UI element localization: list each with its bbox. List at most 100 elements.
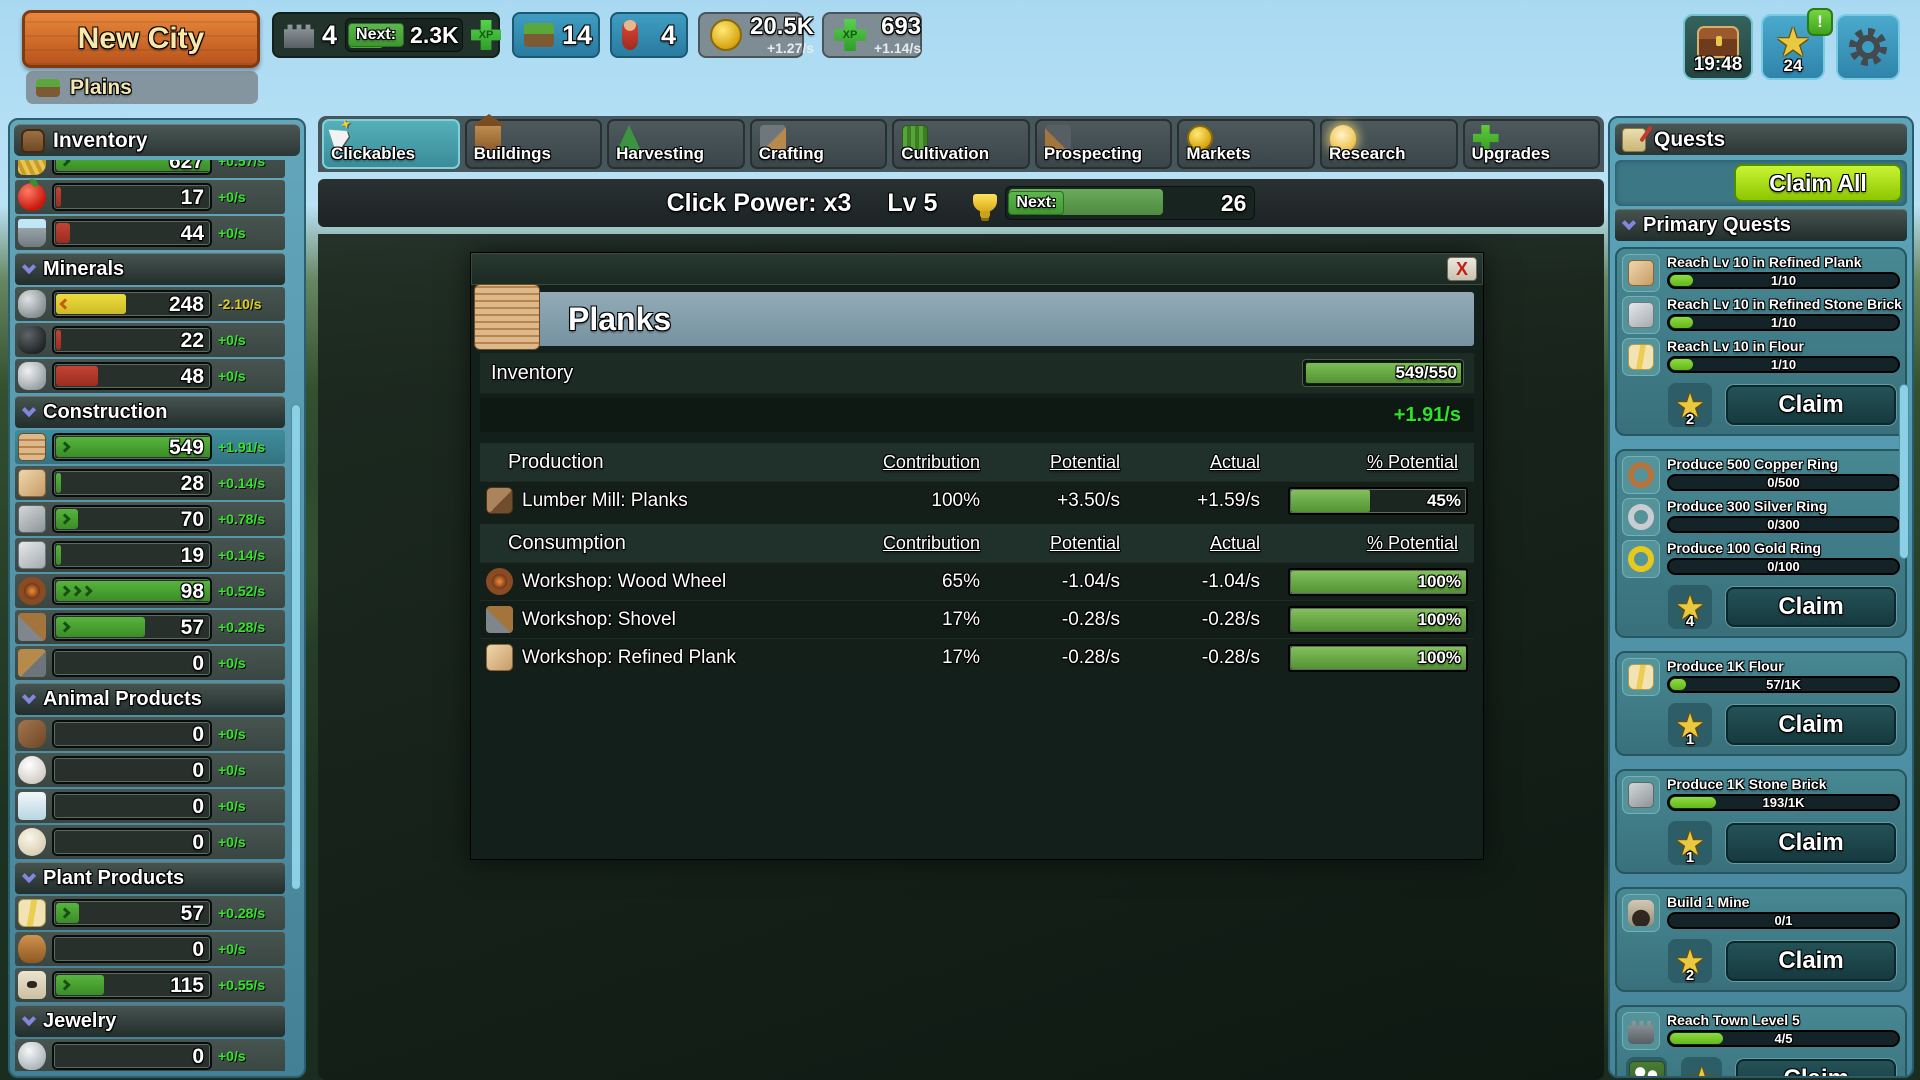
item-count: 44 bbox=[180, 222, 204, 245]
column-header-actual[interactable]: Actual bbox=[1209, 451, 1260, 472]
claim-all-button[interactable]: Claim All bbox=[1734, 164, 1902, 202]
quest-task-reach-town-level-5: Reach Town Level 5 4/5 bbox=[1622, 1012, 1900, 1050]
achievements-button[interactable]: ★ 24 ! bbox=[1761, 8, 1833, 80]
item-rate: +0/s bbox=[218, 726, 246, 742]
inventory-item-iron-ore[interactable]: 48 +0/s bbox=[15, 359, 285, 393]
production-consumption-table: Production Contribution Potential Actual % P… bbox=[480, 438, 1474, 676]
claim-button[interactable]: Claim bbox=[1736, 1059, 1896, 1076]
claim-button[interactable]: Claim bbox=[1726, 705, 1896, 745]
refined-plank-icon bbox=[1628, 260, 1654, 286]
column-header-potential[interactable]: % Potential bbox=[1366, 451, 1458, 472]
tab-prospecting[interactable]: Prospecting bbox=[1034, 119, 1173, 169]
land-tile-icon bbox=[524, 23, 554, 47]
inventory-item-planks[interactable]: 549 +1.91/s bbox=[15, 430, 285, 464]
city-name-sign[interactable]: New City bbox=[22, 10, 260, 68]
column-header-contribution[interactable]: Contribution bbox=[882, 532, 980, 553]
inventory-item-water-bucket[interactable]: 44 +0/s bbox=[15, 216, 285, 250]
inventory-item-bread[interactable]: 0 +0/s bbox=[15, 932, 285, 966]
tab-cultivation[interactable]: Cultivation bbox=[892, 119, 1030, 169]
land-counter: 14 bbox=[512, 12, 600, 58]
item-rate: +0.78/s bbox=[218, 511, 266, 527]
inventory-item-wool[interactable]: 0 +0/s bbox=[15, 825, 285, 859]
inventory-list: 627 +0.57/s 17 +0/s 44 +0/s Minerals 248 -2.10/s… bbox=[15, 160, 285, 1071]
inventory-item-straw[interactable]: 627 +0.57/s bbox=[15, 160, 285, 178]
inventory-item-hammer[interactable]: 0 +0/s bbox=[15, 646, 285, 680]
net-rate-row: +1.91/s bbox=[480, 398, 1474, 432]
flow-chevrons bbox=[59, 907, 71, 919]
settings-button[interactable] bbox=[1836, 14, 1900, 80]
item-rate: +0/s bbox=[218, 762, 246, 778]
section-label: Plant Products bbox=[43, 867, 185, 889]
close-icon[interactable]: X bbox=[1447, 257, 1477, 281]
inventory-item-flour[interactable]: 57 +0.28/s bbox=[15, 896, 285, 930]
claim-button[interactable]: Claim bbox=[1726, 385, 1896, 425]
section-header-construction[interactable]: Construction bbox=[15, 396, 285, 428]
section-header-plant-products[interactable]: Plant Products bbox=[15, 862, 285, 894]
castle-icon bbox=[284, 24, 314, 48]
quest-progress-bar: 0/100 bbox=[1667, 558, 1900, 575]
column-header-potential[interactable]: % Potential bbox=[1366, 532, 1458, 553]
consumption-row-workshop-shovel[interactable]: Workshop: Shovel 17% -0.28/s -0.28/s 100% bbox=[480, 600, 1474, 638]
inventory-scrollbar[interactable] bbox=[291, 404, 301, 890]
inventory-item-shovel[interactable]: 57 +0.28/s bbox=[15, 610, 285, 644]
tab-harvesting[interactable]: Harvesting bbox=[607, 119, 745, 169]
inventory-item-refined-plank[interactable]: 28 +0.14/s bbox=[15, 466, 285, 500]
section-header-animal-products[interactable]: Animal Products bbox=[15, 683, 285, 715]
chevron-down-icon bbox=[21, 402, 37, 418]
inventory-item-egg[interactable]: 0 +0/s bbox=[15, 753, 285, 787]
column-header-actual[interactable]: Actual bbox=[1209, 532, 1260, 553]
item-progress-fill bbox=[56, 366, 99, 386]
biome-label[interactable]: Plains bbox=[26, 71, 258, 104]
item-count: 0 bbox=[192, 652, 204, 675]
tab-research[interactable]: Research bbox=[1319, 119, 1458, 169]
quest-title: Produce 1K Stone Brick bbox=[1667, 776, 1827, 792]
consumption-row-workshop-wood-wheel[interactable]: Workshop: Wood Wheel 65% -1.04/s -1.04/s 100… bbox=[480, 562, 1474, 600]
inventory-item-milk[interactable]: 0 +0/s bbox=[15, 789, 285, 823]
item-rate: +0/s bbox=[218, 1048, 246, 1064]
claim-button[interactable]: Claim bbox=[1726, 587, 1896, 627]
primary-quests-header[interactable]: Primary Quests bbox=[1615, 209, 1907, 241]
tab-buildings[interactable]: Buildings bbox=[464, 114, 603, 169]
tab-upgrades[interactable]: Upgrades bbox=[1462, 119, 1601, 169]
inventory-item-leather[interactable]: 0 +0/s bbox=[15, 717, 285, 751]
inventory-item-wood-wheel[interactable]: 98 +0.52/s bbox=[15, 574, 285, 608]
inventory-item-refined-stone-brick[interactable]: 19 +0.14/s bbox=[15, 538, 285, 572]
reward-star-count: 2 bbox=[1685, 411, 1695, 428]
inventory-item-animal-feed[interactable]: 115 +0.55/s bbox=[15, 968, 285, 1002]
section-header-jewelry[interactable]: Jewelry bbox=[15, 1005, 285, 1037]
inventory-item-apple[interactable]: 17 +0/s bbox=[15, 179, 285, 214]
silver-ring-icon bbox=[1628, 504, 1654, 530]
section-label: Minerals bbox=[43, 258, 125, 280]
star-icon: ★ bbox=[1687, 1063, 1717, 1077]
item-count: 627 bbox=[168, 160, 204, 173]
section-header-minerals[interactable]: Minerals bbox=[15, 253, 285, 285]
item-progress-bar: 115 bbox=[52, 971, 212, 999]
achievement-count: 24 bbox=[1783, 56, 1803, 75]
item-progress-fill bbox=[56, 617, 145, 637]
chevron-down-icon bbox=[1621, 215, 1637, 231]
tab-markets[interactable]: Markets bbox=[1177, 119, 1315, 169]
column-header-potential[interactable]: Potential bbox=[1049, 451, 1120, 472]
claim-button[interactable]: Claim bbox=[1726, 941, 1896, 981]
game-view[interactable]: X Planks Inventory 549/550 +1.91/s Produ… bbox=[318, 234, 1604, 1080]
production-row-lumber-mill-planks[interactable]: Lumber Mill: Planks 100% +3.50/s +1.59/s 45% bbox=[480, 481, 1474, 519]
inventory-item-stone-brick[interactable]: 70 +0.78/s bbox=[15, 502, 285, 536]
chest-button[interactable]: 19:48 bbox=[1683, 14, 1753, 80]
percent-potential-bar: 100% bbox=[1288, 567, 1468, 596]
consumption-row-workshop-refined-plank[interactable]: Workshop: Refined Plank 17% -0.28/s -0.28/s… bbox=[480, 638, 1474, 676]
claim-button[interactable]: Claim bbox=[1726, 823, 1896, 863]
item-progress-fill bbox=[56, 975, 105, 995]
inventory-item-coal[interactable]: 22 +0/s bbox=[15, 323, 285, 357]
inventory-item-stone[interactable]: 248 -2.10/s bbox=[15, 287, 285, 321]
potential-value: -1.04/s bbox=[1061, 570, 1120, 592]
tab-clickables[interactable]: Clickables bbox=[322, 119, 460, 169]
column-header-contribution[interactable]: Contribution bbox=[882, 451, 980, 472]
column-header-potential[interactable]: Potential bbox=[1049, 532, 1120, 553]
quest-icon-box bbox=[1622, 1012, 1660, 1050]
inventory-item-silver[interactable]: 0 +0/s bbox=[15, 1039, 285, 1071]
tab-crafting[interactable]: Crafting bbox=[749, 119, 888, 169]
quests-scrollbar[interactable] bbox=[1899, 384, 1909, 559]
tab-label: Harvesting bbox=[616, 144, 704, 163]
potential-value: -0.28/s bbox=[1061, 608, 1120, 630]
town-level-widget[interactable]: 4 Next: 2.3K XP bbox=[272, 12, 502, 58]
